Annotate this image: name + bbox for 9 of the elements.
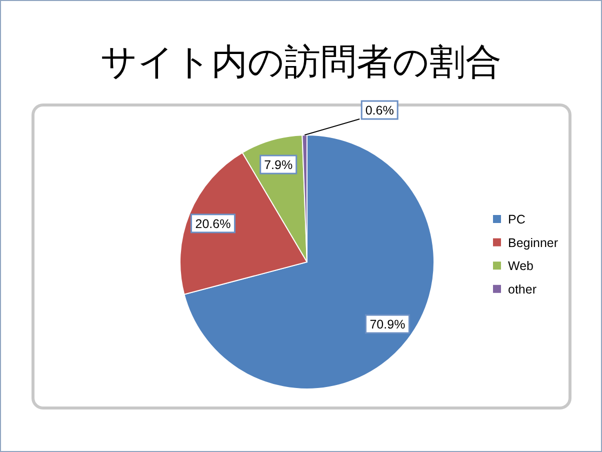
legend-label: Beginner [508,236,558,250]
legend-label: other [508,282,536,296]
data-label: 0.6% [365,104,394,118]
legend-label: PC [508,212,526,226]
data-label: 7.9% [264,158,293,172]
legend-label: Web [508,259,534,274]
chart-title: サイト内の訪問者の割合 [100,41,502,82]
data-label: 70.9% [370,318,406,332]
data-label: 20.6% [195,216,231,231]
